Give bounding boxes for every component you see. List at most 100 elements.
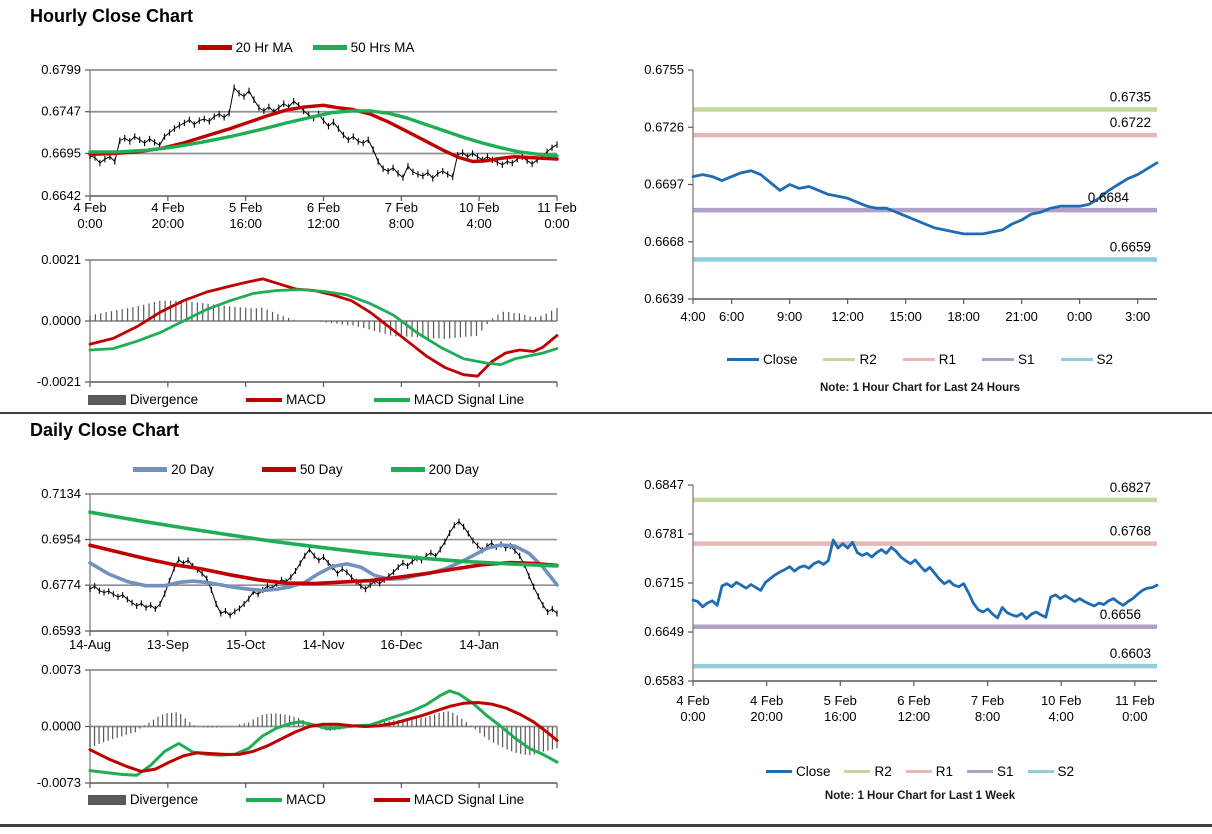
200day-ma-swatch <box>390 467 425 472</box>
daily-section-title: Daily Close Chart <box>30 420 180 440</box>
svg-text:0.6695: 0.6695 <box>41 145 81 160</box>
svg-text:10 Feb: 10 Feb <box>459 200 499 215</box>
hourly-pivot-chart: 0.6755 0.6726 0.6697 0.6668 0.6639 4:00 6:00 9:… <box>644 62 1159 324</box>
legend-item-macd-signal: MACD Signal Line <box>373 792 525 807</box>
svg-text:-0.0021: -0.0021 <box>37 374 81 389</box>
legend-label: Close <box>762 352 798 367</box>
svg-text:15-Oct: 15-Oct <box>226 637 265 652</box>
svg-text:0:00: 0:00 <box>1067 309 1092 324</box>
svg-text:4 Feb: 4 Feb <box>676 693 709 708</box>
legend-label: R2 <box>859 352 877 367</box>
svg-text:0.0073: 0.0073 <box>41 662 81 677</box>
svg-text:12:00: 12:00 <box>307 216 340 231</box>
svg-text:16-Dec: 16-Dec <box>380 637 422 652</box>
legend-item-divergence: Divergence <box>87 392 199 407</box>
hourly-macd-chart: 0.0021 0.0000 -0.0021 <box>37 252 559 389</box>
svg-text:7 Feb: 7 Feb <box>385 200 418 215</box>
svg-text:0.6799: 0.6799 <box>41 62 81 77</box>
legend-label: MACD Signal Line <box>413 792 525 807</box>
svg-text:0.0000: 0.0000 <box>41 313 81 328</box>
legend-label: 20 Hr MA <box>235 40 293 55</box>
close-swatch <box>726 358 759 361</box>
hourly-ma-legend: 20 Hr MA 50 Hrs MA <box>0 40 612 55</box>
svg-text:6 Feb: 6 Feb <box>897 693 930 708</box>
hourly-pivot-legend: Close R2 R1 S1 S2 <box>640 352 1200 367</box>
svg-text:0.6603: 0.6603 <box>1110 646 1151 661</box>
r1-swatch <box>902 358 935 361</box>
svg-text:0.6722: 0.6722 <box>1110 115 1151 130</box>
svg-text:0.6659: 0.6659 <box>1110 240 1151 255</box>
svg-text:4:00: 4:00 <box>466 216 491 231</box>
50day-ma-swatch <box>261 467 296 472</box>
svg-text:-0.0073: -0.0073 <box>37 775 81 790</box>
svg-text:0.6684: 0.6684 <box>1088 190 1130 205</box>
svg-text:20:00: 20:00 <box>750 709 783 724</box>
legend-item-20hr-ma: 20 Hr MA <box>197 40 293 55</box>
legend-item-s1: S1 <box>967 764 1014 779</box>
svg-text:0.6774: 0.6774 <box>41 577 81 592</box>
legend-item-macd: MACD <box>246 392 326 407</box>
svg-text:0:00: 0:00 <box>680 709 705 724</box>
svg-text:6 Feb: 6 Feb <box>307 200 340 215</box>
legend-item-r2: R2 <box>823 352 877 367</box>
divergence-swatch <box>87 394 126 405</box>
svg-text:0:00: 0:00 <box>544 216 569 231</box>
legend-item-r2: R2 <box>844 764 892 779</box>
legend-item-r1: R1 <box>905 764 953 779</box>
legend-label: S2 <box>1057 764 1075 779</box>
legend-label: S2 <box>1096 352 1114 367</box>
svg-text:0.6642: 0.6642 <box>41 188 81 203</box>
svg-text:0.6583: 0.6583 <box>644 673 684 688</box>
legend-item-divergence: Divergence <box>87 792 199 807</box>
section-divider <box>0 412 1212 414</box>
legend-item-s1: S1 <box>982 352 1035 367</box>
legend-label: 50 Hrs MA <box>350 40 415 55</box>
svg-text:0.6649: 0.6649 <box>644 624 684 639</box>
svg-text:15:00: 15:00 <box>889 309 922 324</box>
svg-text:3:00: 3:00 <box>1125 309 1150 324</box>
svg-text:7 Feb: 7 Feb <box>971 693 1004 708</box>
svg-text:13-Sep: 13-Sep <box>147 637 189 652</box>
macd-swatch <box>246 797 283 802</box>
legend-label: Divergence <box>129 392 199 407</box>
svg-text:5 Feb: 5 Feb <box>824 693 857 708</box>
svg-text:12:00: 12:00 <box>831 309 864 324</box>
legend-item-macd-signal: MACD Signal Line <box>373 392 525 407</box>
svg-text:4 Feb: 4 Feb <box>750 693 783 708</box>
legend-label: 20 Day <box>171 462 214 477</box>
legend-label: R1 <box>935 764 953 779</box>
r1-swatch <box>905 770 932 773</box>
20hr-ma-swatch <box>197 45 232 50</box>
svg-text:21:00: 21:00 <box>1005 309 1038 324</box>
svg-text:14-Jan: 14-Jan <box>459 637 499 652</box>
svg-text:16:00: 16:00 <box>229 216 262 231</box>
svg-text:0.0000: 0.0000 <box>41 719 81 734</box>
legend-label: MACD <box>286 792 326 807</box>
legend-label: Divergence <box>129 792 199 807</box>
legend-label: MACD Signal Line <box>413 392 525 407</box>
hourly-macd-legend: Divergence MACD MACD Signal Line <box>0 392 612 407</box>
daily-macd-legend: Divergence MACD MACD Signal Line <box>0 792 612 807</box>
legend-item-20day-ma: 20 Day <box>133 462 214 477</box>
svg-text:0.6954: 0.6954 <box>41 532 81 547</box>
legend-item-close: Close <box>726 352 798 367</box>
legend-label: 200 Day <box>428 462 479 477</box>
hourly-section-title: Hourly Close Chart <box>30 6 194 26</box>
legend-label: MACD <box>286 392 326 407</box>
svg-text:0.7134: 0.7134 <box>41 486 81 501</box>
svg-text:12:00: 12:00 <box>898 709 931 724</box>
legend-label: S1 <box>997 764 1014 779</box>
svg-text:4:00: 4:00 <box>680 309 705 324</box>
svg-text:0.6755: 0.6755 <box>644 62 684 77</box>
svg-text:16:00: 16:00 <box>824 709 857 724</box>
svg-text:0.6697: 0.6697 <box>644 177 684 192</box>
20day-ma-swatch <box>133 467 168 472</box>
legend-label: Close <box>795 764 831 779</box>
legend-item-r1: R1 <box>902 352 956 367</box>
svg-text:5 Feb: 5 Feb <box>229 200 262 215</box>
legend-label: S1 <box>1018 352 1035 367</box>
svg-text:8:00: 8:00 <box>975 709 1000 724</box>
